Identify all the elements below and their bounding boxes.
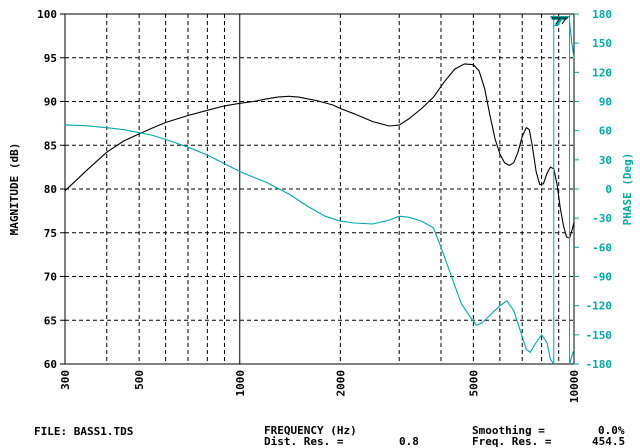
phase-tick-label: 30: [599, 154, 612, 167]
frequency-tick-label: 300: [59, 370, 72, 390]
phase-axis: -180 -150 -120 -90 -60 -30 0 30 60 90 120 150 180: [574, 8, 612, 371]
magnitude-tick-label: 70: [44, 271, 57, 284]
smoothing-label: Smoothing =: [472, 424, 545, 437]
phase-tick-label: -150: [586, 329, 613, 342]
magnitude-tick-label: 80: [44, 183, 57, 196]
file-label: FILE: BASS1.TDS: [34, 425, 134, 438]
phase-tick-label: -60: [592, 241, 612, 254]
phase-tick-label: 90: [599, 96, 612, 109]
phase-tick-label: -90: [592, 271, 612, 284]
frequency-axis: 300 500 1000 2000 5000 10000: [59, 370, 581, 403]
phase-tick-label: -30: [592, 212, 612, 225]
ylabel-right: PHASE (Deg): [621, 153, 634, 226]
phase-curve-tail: [569, 349, 575, 365]
brand-logo: [550, 16, 570, 26]
smoothing-value: 0.0%: [598, 424, 625, 437]
frequency-tick-label: 500: [133, 370, 146, 390]
ylabel-left: MAGNITUDE (dB): [8, 143, 21, 236]
phase-tick-label: -120: [586, 300, 613, 313]
frequency-tick-label: 1000: [234, 370, 247, 397]
phase-tick-label: 60: [599, 125, 612, 138]
magnitude-tick-label: 65: [44, 314, 57, 327]
phase-tick-label: 120: [592, 66, 612, 79]
phase-tick-label: 0: [605, 183, 612, 196]
grid: [64, 13, 575, 365]
magnitude-curve: [64, 63, 575, 239]
magnitude-axis: 60 65 70 75 80 85 90 95 100: [37, 8, 65, 371]
dist-res-value: 0.8: [399, 435, 419, 448]
magnitude-tick-label: 95: [44, 52, 57, 65]
freq-res-label: Freq. Res. =: [472, 435, 552, 448]
frequency-axis-label: FREQUENCY (Hz): [264, 424, 357, 437]
freq-res-value: 454.5: [592, 435, 626, 448]
frequency-tick-label: 10000: [568, 370, 581, 403]
phase-curve-tail: [569, 21, 575, 58]
magnitude-tick-label: 60: [44, 358, 57, 371]
magnitude-tick-label: 100: [37, 8, 57, 21]
phase-axis-label: PHASE (Deg): [621, 153, 634, 226]
frequency-tick-label: 5000: [467, 370, 480, 397]
phase-tick-label: 150: [592, 37, 612, 50]
phase-curve: [64, 124, 555, 365]
magnitude-tick-label: 85: [44, 139, 57, 152]
magnitude-axis-label: MAGNITUDE (dB): [8, 143, 21, 236]
phase-tick-label: 180: [592, 8, 612, 21]
magnitude-tick-label: 90: [44, 96, 57, 109]
phase-tick-label: -180: [586, 358, 613, 371]
dist-res-label: Dist. Res. =: [264, 435, 344, 448]
frequency-tick-label: 2000: [334, 370, 347, 397]
series: [64, 14, 575, 365]
magnitude-tick-label: 75: [44, 227, 57, 240]
